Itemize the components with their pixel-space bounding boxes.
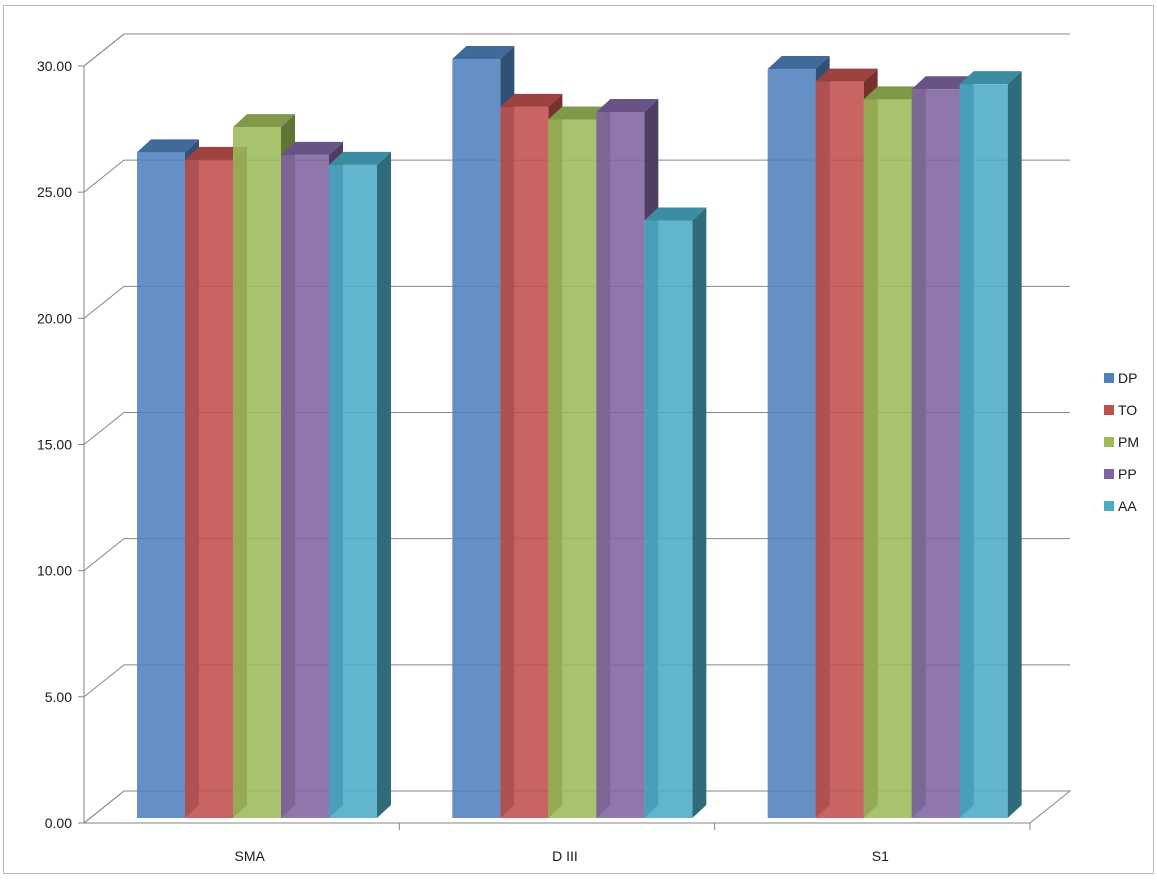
bar-front [329,164,377,818]
bar-top [767,56,830,70]
bar-side [377,151,391,818]
legend-item-dp: DP [1104,370,1137,386]
gridline [83,412,1070,445]
y-tick-label: 0.00 [45,815,72,831]
legend-label: PM [1118,434,1139,450]
legend-item-pp: PP [1104,466,1137,482]
bar-front [185,159,233,819]
legend-label: PP [1118,466,1137,482]
bar-front [233,127,281,819]
bar-front [452,58,501,819]
bar-aa-s1 [959,71,1022,819]
legend-label: TO [1118,402,1137,418]
legend-swatch [1104,501,1114,511]
bar-front [815,81,864,818]
bar-front [281,154,329,819]
gridline [83,790,1070,824]
y-axis-tick-labels: 0.00 5.00 10.00 15.00 20.00 25.00 30.00 [37,58,72,831]
bar-front [767,69,816,819]
bar-top [959,71,1022,85]
legend-item-pm: PM [1104,434,1139,450]
bar-front [959,84,1008,819]
legend-swatch [1104,373,1114,383]
bar-front [548,119,597,819]
bar-aa-diii [644,207,707,819]
legend-swatch [1104,437,1114,447]
gridlines [78,33,1070,824]
legend-item-to: TO [1104,402,1137,418]
legend-item-aa: AA [1104,498,1137,514]
bars [137,45,1022,819]
bar-top [644,207,707,221]
x-axis: SMA D III S1 [234,823,1031,864]
bar-top [863,86,926,100]
bar-top [452,45,515,59]
bar-side [1007,71,1022,819]
bar-top [911,76,974,90]
bar-front [911,89,960,818]
y-tick-label: 25.00 [37,184,72,200]
bar-top [281,141,343,155]
bar-front [137,152,185,819]
gridline [83,285,1070,319]
y-tick-label: 20.00 [37,310,72,326]
gridline [83,664,1070,698]
y-tick-label: 30.00 [37,58,72,74]
y-tick-label: 15.00 [37,437,72,453]
bar-front [500,106,549,818]
bar-side [692,207,707,819]
y-tick-label: 10.00 [37,563,72,579]
x-tick-label: D III [552,848,578,864]
gridline [83,159,1070,193]
legend-label: DP [1118,370,1137,386]
legend: DP TO PM PP AA [1104,370,1139,514]
bar-top [500,93,563,107]
legend-label: AA [1118,498,1137,514]
bar-chart-3d: 0.00 5.00 10.00 15.00 20.00 25.00 30.00 SMA D I… [37,33,1139,864]
x-tick-label: SMA [234,848,265,864]
bar-top [815,68,878,82]
bar-front [863,99,912,819]
bar-top [137,139,199,153]
bar-top [548,106,611,120]
bar-top [185,146,247,160]
gridline [83,538,1070,572]
legend-swatch [1104,469,1114,479]
x-tick-label: S1 [872,848,889,864]
chart-area: 0.00 5.00 10.00 15.00 20.00 25.00 30.00 SMA D I… [3,5,1154,874]
bar-top [596,98,659,112]
bar-front [596,111,645,818]
legend-swatch [1104,405,1114,415]
bar-top [329,151,391,165]
y-tick-label: 5.00 [45,689,72,705]
gridline [83,33,1070,67]
bar-aa-sma [329,151,391,818]
bar-front [644,220,693,819]
bar-top [233,114,295,128]
